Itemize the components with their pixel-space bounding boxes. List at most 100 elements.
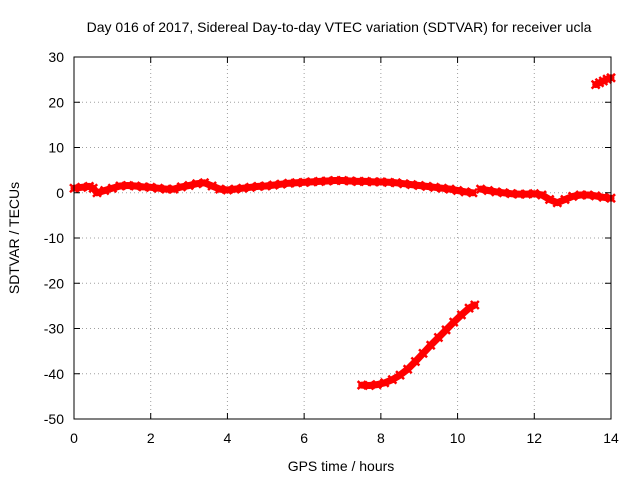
data-point xyxy=(214,184,225,195)
data-point xyxy=(544,194,555,205)
data-point xyxy=(398,178,409,189)
data-point xyxy=(395,370,405,380)
data-point xyxy=(529,188,540,199)
data-point xyxy=(372,379,382,390)
data-point xyxy=(76,182,87,193)
data-point xyxy=(299,177,310,188)
data-point xyxy=(356,380,367,390)
data-point xyxy=(230,184,240,195)
data-point xyxy=(253,181,263,192)
data-point xyxy=(460,186,471,197)
data-point xyxy=(107,183,118,194)
data-point xyxy=(506,188,517,199)
data-point xyxy=(379,377,390,388)
y-tick-label: 20 xyxy=(48,94,64,110)
data-point xyxy=(329,175,340,186)
x-tick-label: 10 xyxy=(450,430,466,446)
x-tick-label: 8 xyxy=(377,430,385,446)
data-point xyxy=(145,182,156,193)
data-point xyxy=(468,187,478,198)
data-point xyxy=(153,183,164,194)
data-point xyxy=(448,317,459,328)
data-point xyxy=(291,177,302,188)
data-point xyxy=(464,303,474,314)
series-main-band xyxy=(69,175,478,198)
data-point xyxy=(418,348,428,359)
data-point xyxy=(598,192,609,203)
data-point xyxy=(514,189,524,199)
x-tick-label: 4 xyxy=(224,430,232,446)
data-point xyxy=(199,177,210,188)
data-point xyxy=(425,340,436,351)
chart-title: Day 016 of 2017, Sidereal Day-to-day VTE… xyxy=(87,19,592,35)
series-lower-arc xyxy=(356,300,480,391)
y-tick-label: 0 xyxy=(56,185,64,201)
y-tick-label: -50 xyxy=(44,411,64,427)
data-point xyxy=(433,332,444,343)
data-point xyxy=(422,181,432,192)
grid-layer xyxy=(74,57,611,419)
data-point xyxy=(176,181,187,192)
series-tail-band xyxy=(475,184,616,208)
data-point xyxy=(590,191,601,201)
data-point xyxy=(575,190,586,200)
data-point xyxy=(560,194,570,205)
y-tick-label: 10 xyxy=(48,140,64,156)
data-point xyxy=(161,184,171,195)
data-point xyxy=(445,184,455,195)
data-point xyxy=(383,177,394,188)
y-axis-label: SDTVAR / TECUs xyxy=(6,182,22,294)
y-tick-label: -20 xyxy=(44,275,64,291)
data-point xyxy=(414,180,425,191)
data-point xyxy=(360,176,371,187)
data-point xyxy=(115,181,125,191)
data-point xyxy=(352,176,363,187)
data-point xyxy=(260,181,271,191)
x-tick-label: 0 xyxy=(70,430,78,446)
data-point xyxy=(537,190,547,200)
y-tick-label: -10 xyxy=(44,230,64,246)
data-point xyxy=(391,177,402,188)
data-point xyxy=(402,364,413,375)
data-point xyxy=(99,185,110,196)
data-point xyxy=(322,176,333,186)
data-point xyxy=(207,181,217,191)
data-point xyxy=(552,197,563,208)
y-tick-label: -40 xyxy=(44,366,64,382)
data-point xyxy=(406,179,417,190)
data-layer xyxy=(69,72,616,391)
data-point xyxy=(337,175,348,186)
x-tick-label: 14 xyxy=(603,430,619,446)
data-point xyxy=(387,374,398,385)
data-point xyxy=(222,185,233,195)
data-point xyxy=(345,176,356,186)
data-point xyxy=(429,182,440,193)
data-point xyxy=(168,184,179,195)
data-point xyxy=(410,356,421,367)
data-point xyxy=(498,187,509,198)
data-point xyxy=(375,177,386,187)
tick-layer: 0 2 4 6 8 10 12 14 -50 -40 -30 -20 -10 0 10 20 30 xyxy=(44,49,619,446)
data-point xyxy=(583,190,593,200)
data-point xyxy=(237,183,248,194)
y-tick-label: -30 xyxy=(44,321,64,337)
data-point xyxy=(184,180,194,191)
data-point xyxy=(452,185,463,196)
data-point xyxy=(437,183,448,194)
data-point xyxy=(276,179,287,190)
data-point xyxy=(368,177,379,187)
data-point xyxy=(306,177,317,187)
data-point xyxy=(483,185,494,196)
data-point xyxy=(283,178,294,189)
data-point xyxy=(469,300,480,310)
data-point xyxy=(92,187,102,198)
data-point xyxy=(364,380,375,391)
x-tick-label: 2 xyxy=(147,430,155,446)
data-point xyxy=(138,181,148,192)
data-point xyxy=(456,310,467,320)
data-point xyxy=(191,178,202,189)
data-point xyxy=(245,182,256,193)
x-tick-label: 6 xyxy=(300,430,308,446)
data-point xyxy=(314,176,325,187)
